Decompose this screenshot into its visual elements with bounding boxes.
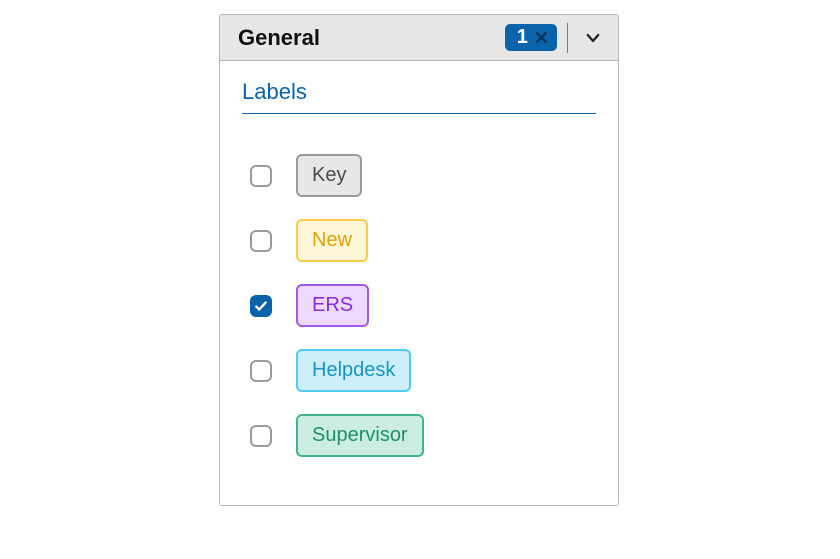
label-row: Supervisor: [250, 414, 596, 457]
section-underline: [242, 113, 596, 114]
labels-list: Key New ERS Helpdesk Supervisor: [220, 122, 618, 505]
label-checkbox[interactable]: [250, 230, 272, 252]
label-checkbox[interactable]: [250, 165, 272, 187]
label-checkbox[interactable]: [250, 425, 272, 447]
collapse-toggle[interactable]: [568, 29, 618, 47]
panel-header: General 1 ✕: [220, 15, 618, 61]
label-tag[interactable]: ERS: [296, 284, 369, 327]
clear-selection-icon[interactable]: ✕: [534, 29, 549, 47]
label-tag[interactable]: Supervisor: [296, 414, 424, 457]
label-row: Helpdesk: [250, 349, 596, 392]
check-icon: [254, 299, 268, 313]
section-title: Labels: [220, 61, 618, 113]
selection-count-badge[interactable]: 1 ✕: [505, 24, 557, 51]
chevron-down-icon: [584, 29, 602, 47]
label-checkbox[interactable]: [250, 295, 272, 317]
label-tag[interactable]: Helpdesk: [296, 349, 411, 392]
label-tag[interactable]: New: [296, 219, 368, 262]
label-row: ERS: [250, 284, 596, 327]
panel-title: General: [220, 25, 505, 51]
label-row: New: [250, 219, 596, 262]
label-row: Key: [250, 154, 596, 197]
label-tag[interactable]: Key: [296, 154, 362, 197]
label-checkbox[interactable]: [250, 360, 272, 382]
badge-count: 1: [517, 26, 528, 49]
filter-panel: General 1 ✕ Labels Key New ERS Helpdesk Supe…: [219, 14, 619, 506]
